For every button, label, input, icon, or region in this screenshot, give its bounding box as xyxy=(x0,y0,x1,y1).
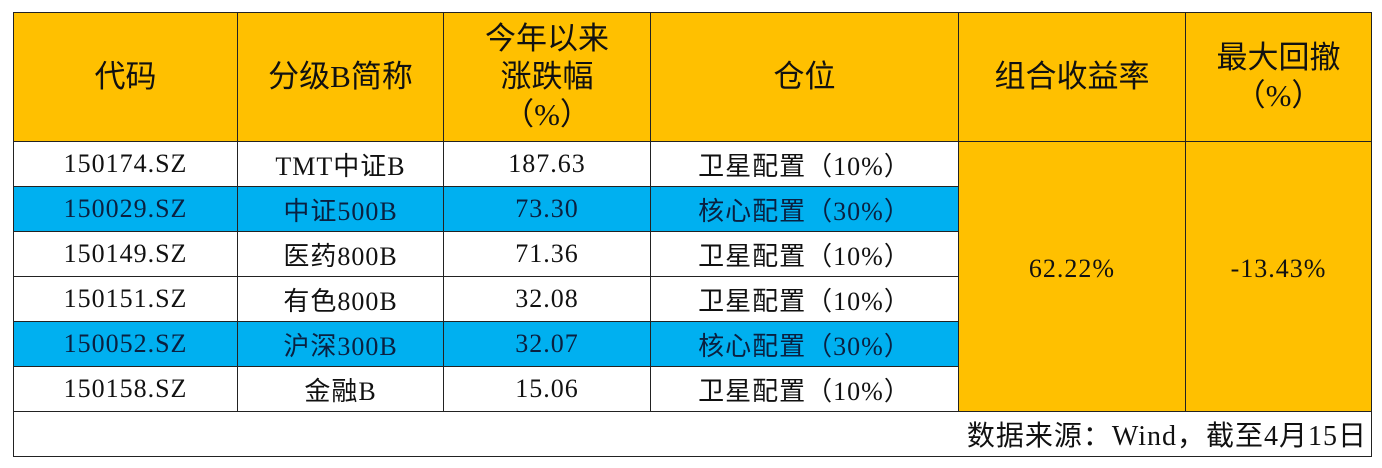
change-cell: 73.30 xyxy=(443,186,651,232)
header-portfolio-return: 组合收益率 xyxy=(958,12,1186,142)
position-cell: 卫星配置（10%） xyxy=(650,366,959,412)
change-cell: 15.06 xyxy=(443,366,651,412)
data-source-note: 数据来源：Wind，截至4月15日 xyxy=(13,411,1372,457)
header-code: 代码 xyxy=(13,12,238,142)
header-name: 分级B简称 xyxy=(237,12,444,142)
header-line: 今年以来 xyxy=(485,21,609,56)
name-cell: 医药800B xyxy=(237,231,444,277)
table-row: 150052.SZ 沪深300B 32.07 核心配置（30%） xyxy=(13,321,1372,367)
name-cell: TMT中证B xyxy=(237,141,444,187)
portfolio-return-cell: 62.22% xyxy=(958,141,1186,412)
header-max-drawdown: 最大回撤（%） xyxy=(1185,12,1372,142)
position-cell: 核心配置（30%） xyxy=(650,321,959,367)
table-row: 150029.SZ 中证500B 73.30 核心配置（30%） xyxy=(13,186,1372,232)
change-cell: 71.36 xyxy=(443,231,651,277)
name-cell: 中证500B xyxy=(237,186,444,232)
header-max-drawdown-label: 最大回撤（%） xyxy=(1216,40,1341,113)
table-row: 150149.SZ 医药800B 71.36 卫星配置（10%） xyxy=(13,231,1372,277)
footer-row: 数据来源：Wind，截至4月15日 xyxy=(13,411,1372,457)
name-cell: 有色800B xyxy=(237,276,444,322)
code-cell: 150149.SZ xyxy=(13,231,238,277)
code-cell: 150029.SZ xyxy=(13,186,238,232)
code-cell: 150174.SZ xyxy=(13,141,238,187)
max-drawdown-cell: -13.43% xyxy=(1185,141,1372,412)
code-cell: 150158.SZ xyxy=(13,366,238,412)
header-line: （%） xyxy=(503,97,591,132)
header-line: 涨跌幅 xyxy=(500,59,594,94)
fund-table: 代码 分级B简称 今年以来 涨跌幅 （%） 仓位 组合收益率 最大回撤（%） 150… xyxy=(13,12,1372,457)
table-row: 150174.SZ TMT中证B 187.63 卫星配置（10%） 62.22% -13.… xyxy=(13,141,1372,412)
code-cell: 150052.SZ xyxy=(13,321,238,367)
change-cell: 187.63 xyxy=(443,141,651,187)
header-position: 仓位 xyxy=(650,12,959,142)
header-change: 今年以来 涨跌幅 （%） xyxy=(443,12,651,142)
code-cell: 150151.SZ xyxy=(13,276,238,322)
position-cell: 卫星配置（10%） xyxy=(650,276,959,322)
header-row: 代码 分级B简称 今年以来 涨跌幅 （%） 仓位 组合收益率 最大回撤（%） xyxy=(13,12,1372,142)
position-cell: 卫星配置（10%） xyxy=(650,231,959,277)
name-cell: 沪深300B xyxy=(237,321,444,367)
change-cell: 32.08 xyxy=(443,276,651,322)
position-cell: 卫星配置（10%） xyxy=(650,141,959,187)
change-cell: 32.07 xyxy=(443,321,651,367)
position-cell: 核心配置（30%） xyxy=(650,186,959,232)
table-row: 150151.SZ 有色800B 32.08 卫星配置（10%） xyxy=(13,276,1372,322)
name-cell: 金融B xyxy=(237,366,444,412)
